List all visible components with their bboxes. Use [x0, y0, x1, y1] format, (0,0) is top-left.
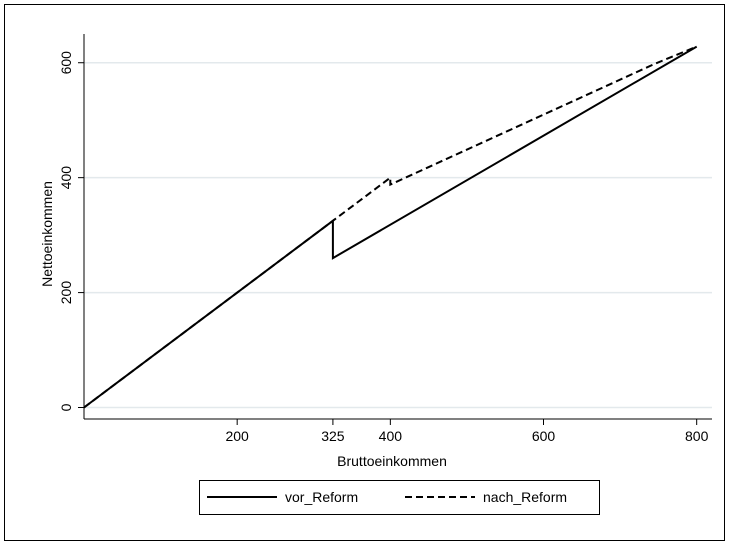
- series-line-nach-reform: [83, 45, 698, 409]
- x-tick-label: 600: [532, 428, 556, 444]
- x-tick-label: 400: [379, 428, 403, 444]
- y-tick-label: 400: [58, 166, 74, 190]
- x-tick-label: 325: [321, 428, 345, 444]
- legend-label-vor-reform: vor_Reform: [285, 489, 358, 505]
- legend: vor_Reform nach_Reform: [199, 480, 600, 515]
- axes: [83, 34, 712, 420]
- series-lines: [83, 45, 698, 409]
- y-ticks: 0 200 400 600: [58, 51, 84, 411]
- y-tick-label: 0: [58, 403, 74, 411]
- y-tick-label: 200: [58, 281, 74, 305]
- y-tick-label: 600: [58, 51, 74, 75]
- x-tick-label: 200: [225, 428, 249, 444]
- x-tick-label: 800: [685, 428, 709, 444]
- figure-frame: [4, 4, 725, 541]
- y-axis-label: Nettoeinkommen: [39, 181, 55, 287]
- x-ticks: 200 325 400 600 800: [225, 419, 709, 444]
- legend-label-nach-reform: nach_Reform: [483, 489, 567, 505]
- x-axis-label: Bruttoeinkommen: [337, 453, 447, 469]
- gridlines: [84, 61, 712, 409]
